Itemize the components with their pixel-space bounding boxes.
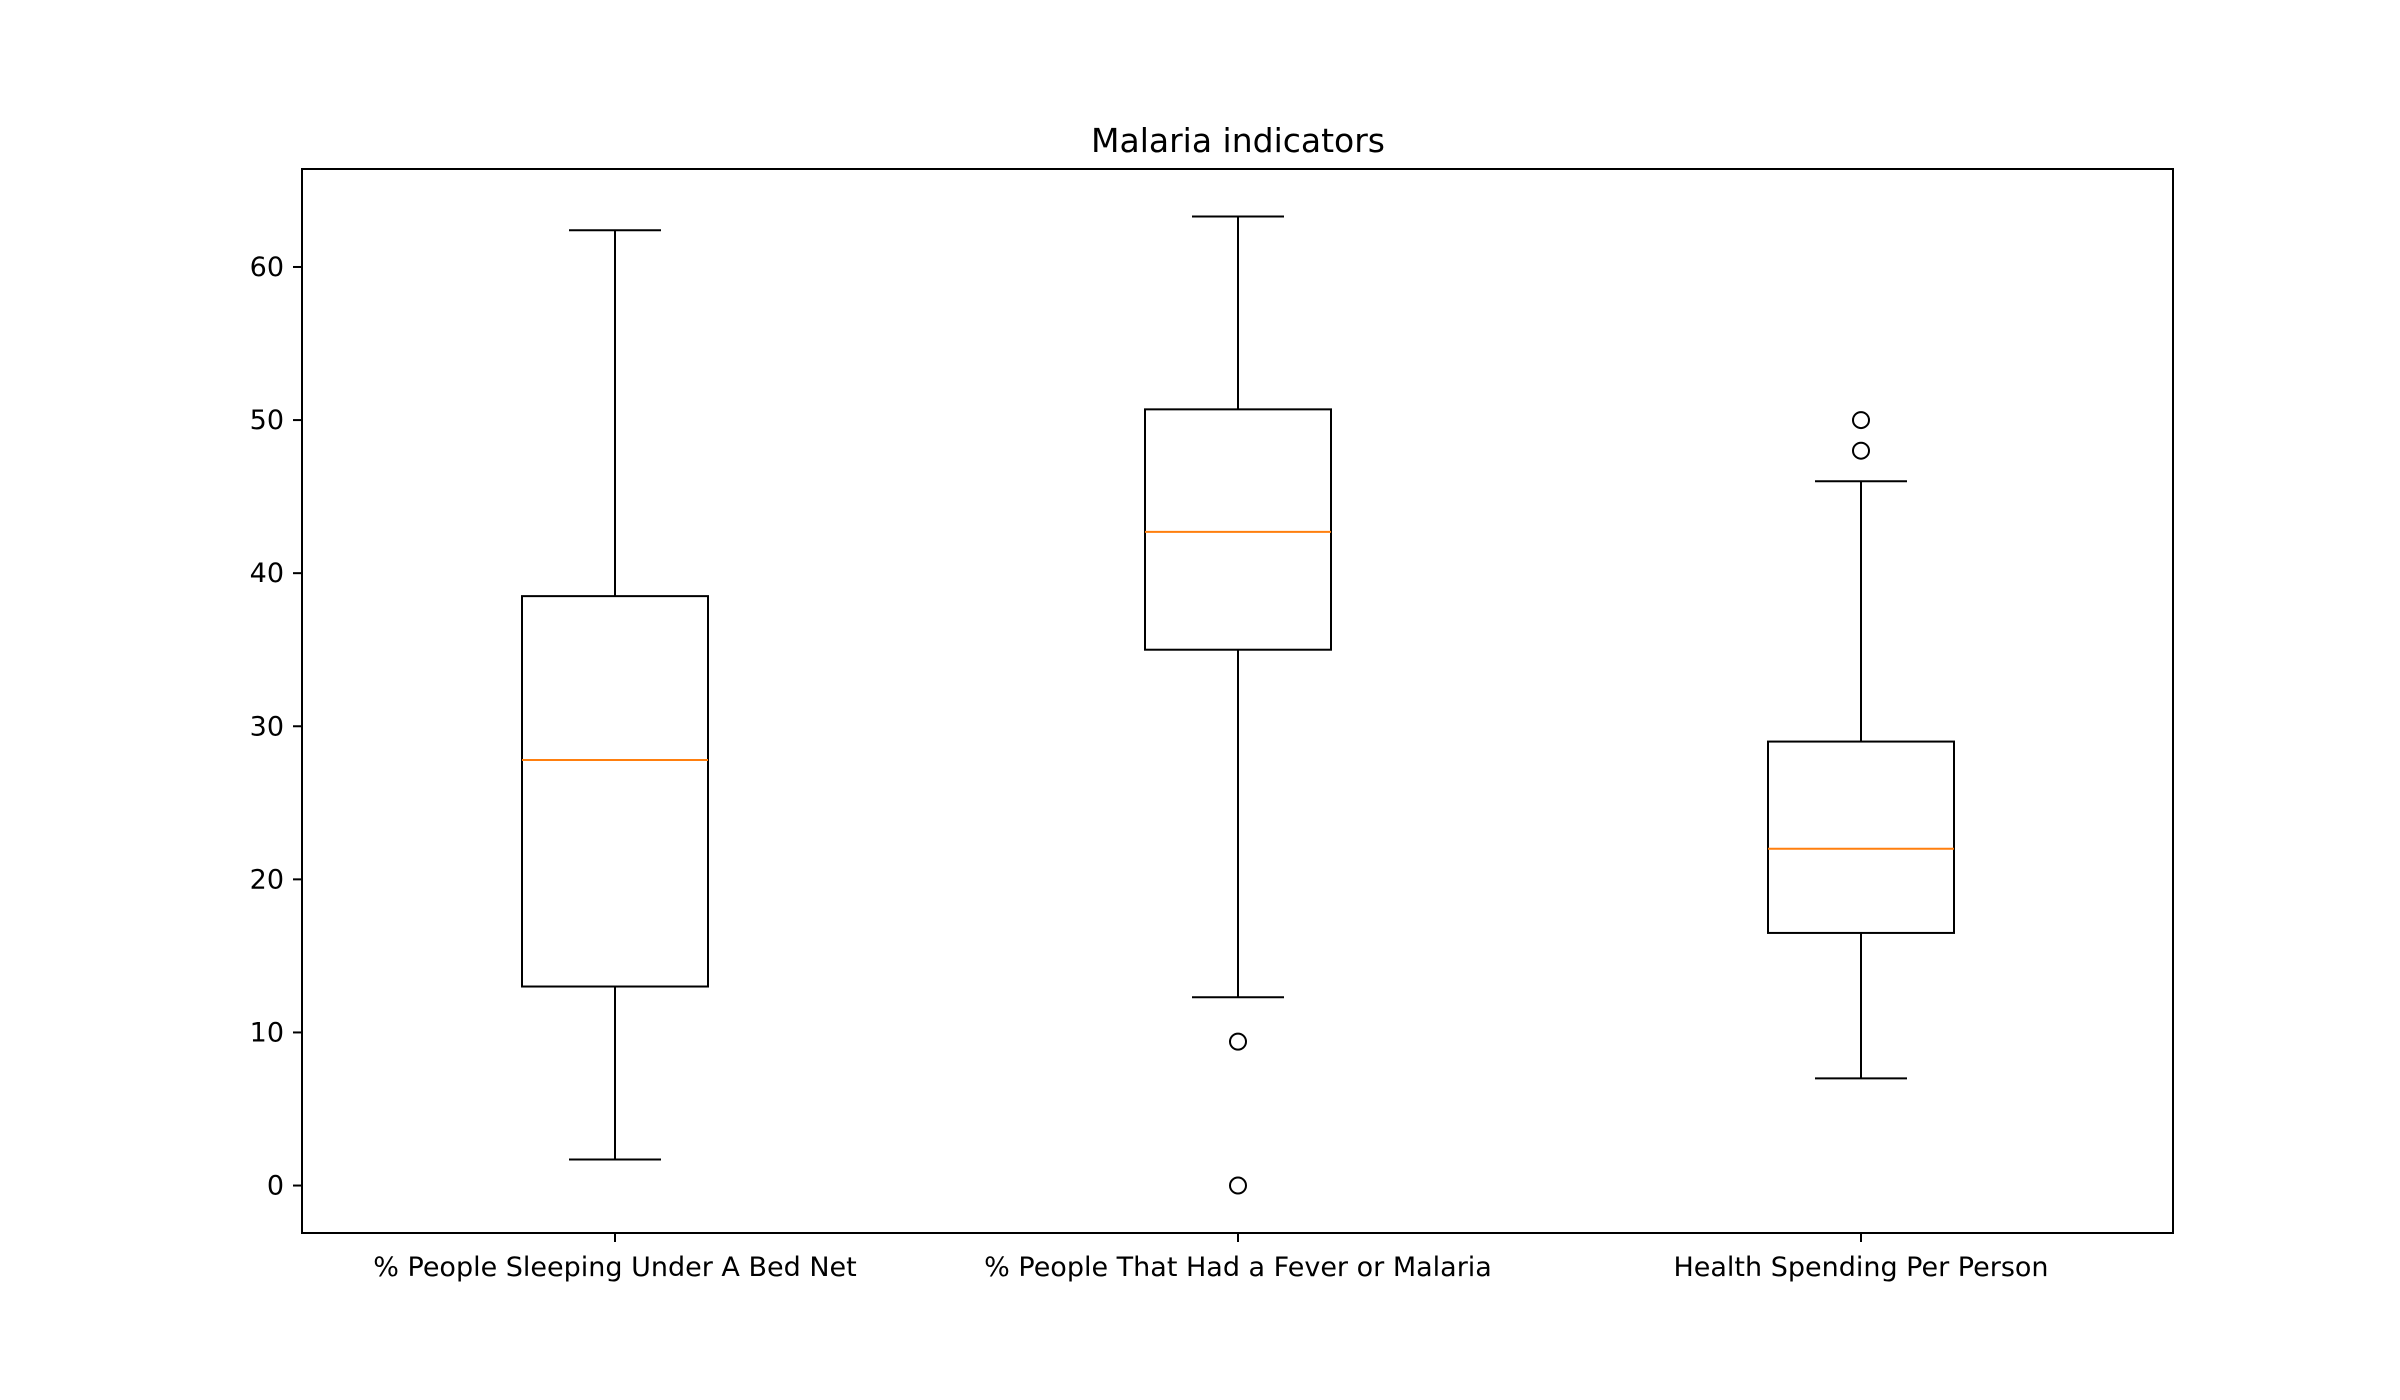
box-iqr [1767, 740, 1955, 934]
chart-marks [521, 215, 1955, 1195]
box-group [521, 229, 709, 1161]
x-tick-label: % People Sleeping Under A Bed Net [373, 1252, 856, 1283]
outlier-point [1852, 441, 1870, 460]
box-group [1144, 215, 1332, 1195]
box-group [1767, 411, 1955, 1080]
outlier-point [1229, 1176, 1247, 1195]
box-iqr [521, 595, 709, 988]
y-tick-label: 60 [250, 252, 284, 283]
x-axis: % People Sleeping Under A Bed Net % Peopl… [373, 1233, 2049, 1283]
y-tick-label: 0 [267, 1171, 284, 1202]
x-tick-label: % People That Had a Fever or Malaria [984, 1252, 1492, 1283]
y-tick-label: 10 [250, 1017, 284, 1048]
box-iqr [1144, 408, 1332, 651]
x-tick-label: Health Spending Per Person [1673, 1252, 2048, 1283]
outlier-point [1229, 1032, 1247, 1051]
y-tick-label: 20 [250, 864, 284, 895]
y-tick-label: 50 [250, 405, 284, 436]
y-axis: 0 10 20 30 40 50 60 [250, 252, 302, 1202]
outlier-point [1852, 411, 1870, 430]
chart-title: Malaria indicators [1091, 121, 1385, 160]
y-tick-label: 40 [250, 558, 284, 589]
y-tick-label: 30 [250, 711, 284, 742]
